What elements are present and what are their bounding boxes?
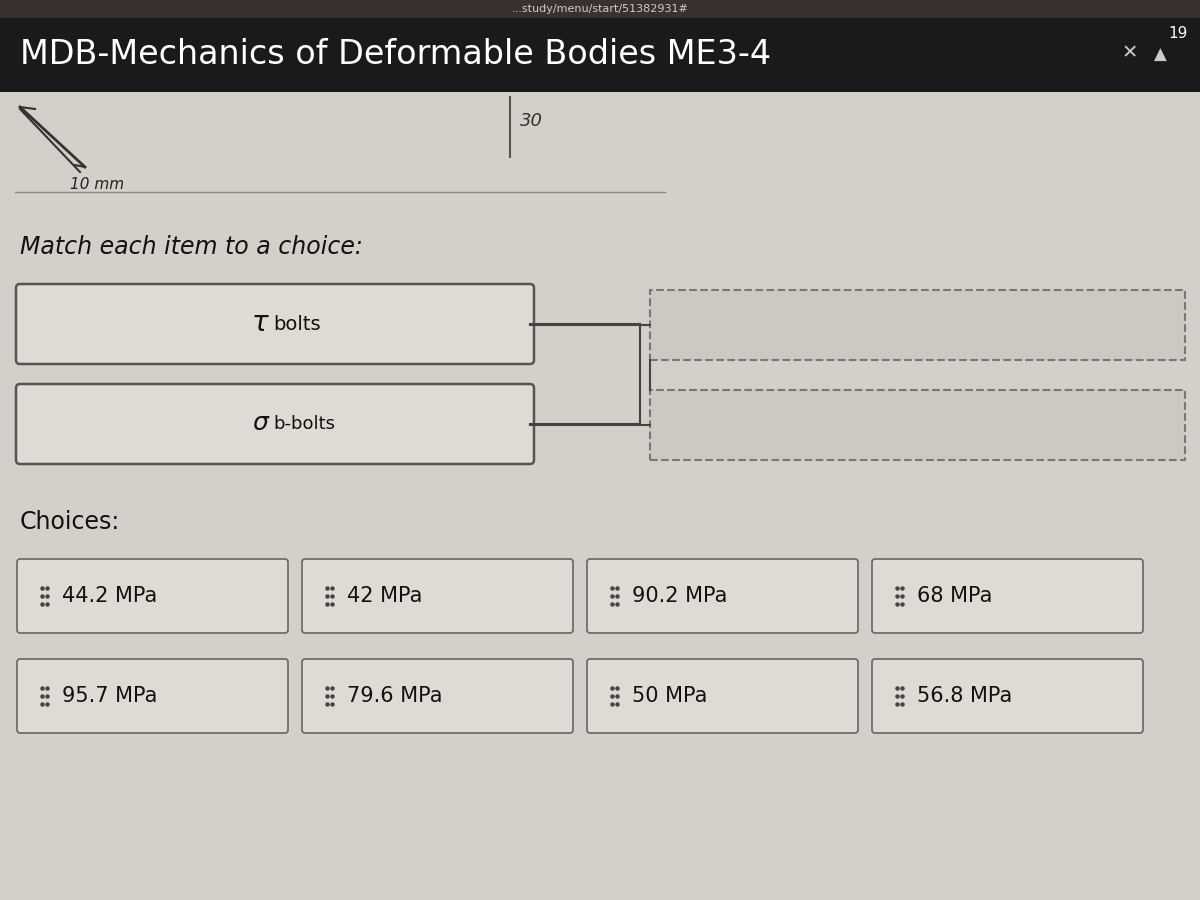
FancyBboxPatch shape (16, 384, 534, 464)
FancyBboxPatch shape (650, 390, 1186, 460)
Text: 90.2 MPa: 90.2 MPa (632, 586, 727, 606)
Text: b-bolts: b-bolts (274, 415, 335, 433)
Text: Choices:: Choices: (20, 510, 120, 534)
Text: 42 MPa: 42 MPa (347, 586, 422, 606)
FancyBboxPatch shape (0, 0, 1200, 18)
Text: 30: 30 (520, 112, 542, 130)
FancyBboxPatch shape (587, 559, 858, 633)
Text: $\tau$: $\tau$ (251, 309, 270, 337)
Text: 79.6 MPa: 79.6 MPa (347, 686, 443, 706)
Text: 19: 19 (1169, 26, 1188, 41)
Text: bolts: bolts (274, 314, 320, 334)
FancyBboxPatch shape (0, 18, 1200, 92)
FancyBboxPatch shape (650, 290, 1186, 360)
FancyBboxPatch shape (587, 659, 858, 733)
Text: Match each item to a choice:: Match each item to a choice: (20, 235, 362, 259)
Text: MDB-Mechanics of Deformable Bodies ME3-4: MDB-Mechanics of Deformable Bodies ME3-4 (20, 39, 772, 71)
FancyBboxPatch shape (872, 659, 1142, 733)
Text: 44.2 MPa: 44.2 MPa (62, 586, 157, 606)
FancyBboxPatch shape (302, 559, 574, 633)
FancyBboxPatch shape (302, 659, 574, 733)
FancyBboxPatch shape (17, 659, 288, 733)
Text: 56.8 MPa: 56.8 MPa (917, 686, 1013, 706)
Text: ...study/menu/start/51382931#: ...study/menu/start/51382931# (511, 4, 689, 14)
FancyBboxPatch shape (872, 559, 1142, 633)
Text: $\sigma$: $\sigma$ (252, 411, 270, 435)
Text: 10 mm: 10 mm (70, 177, 124, 192)
FancyBboxPatch shape (16, 284, 534, 364)
Text: ▲: ▲ (1153, 46, 1166, 64)
FancyBboxPatch shape (17, 559, 288, 633)
Text: 68 MPa: 68 MPa (917, 586, 992, 606)
Text: ✕: ✕ (1122, 43, 1138, 62)
Text: 95.7 MPa: 95.7 MPa (62, 686, 157, 706)
Text: 50 MPa: 50 MPa (632, 686, 707, 706)
